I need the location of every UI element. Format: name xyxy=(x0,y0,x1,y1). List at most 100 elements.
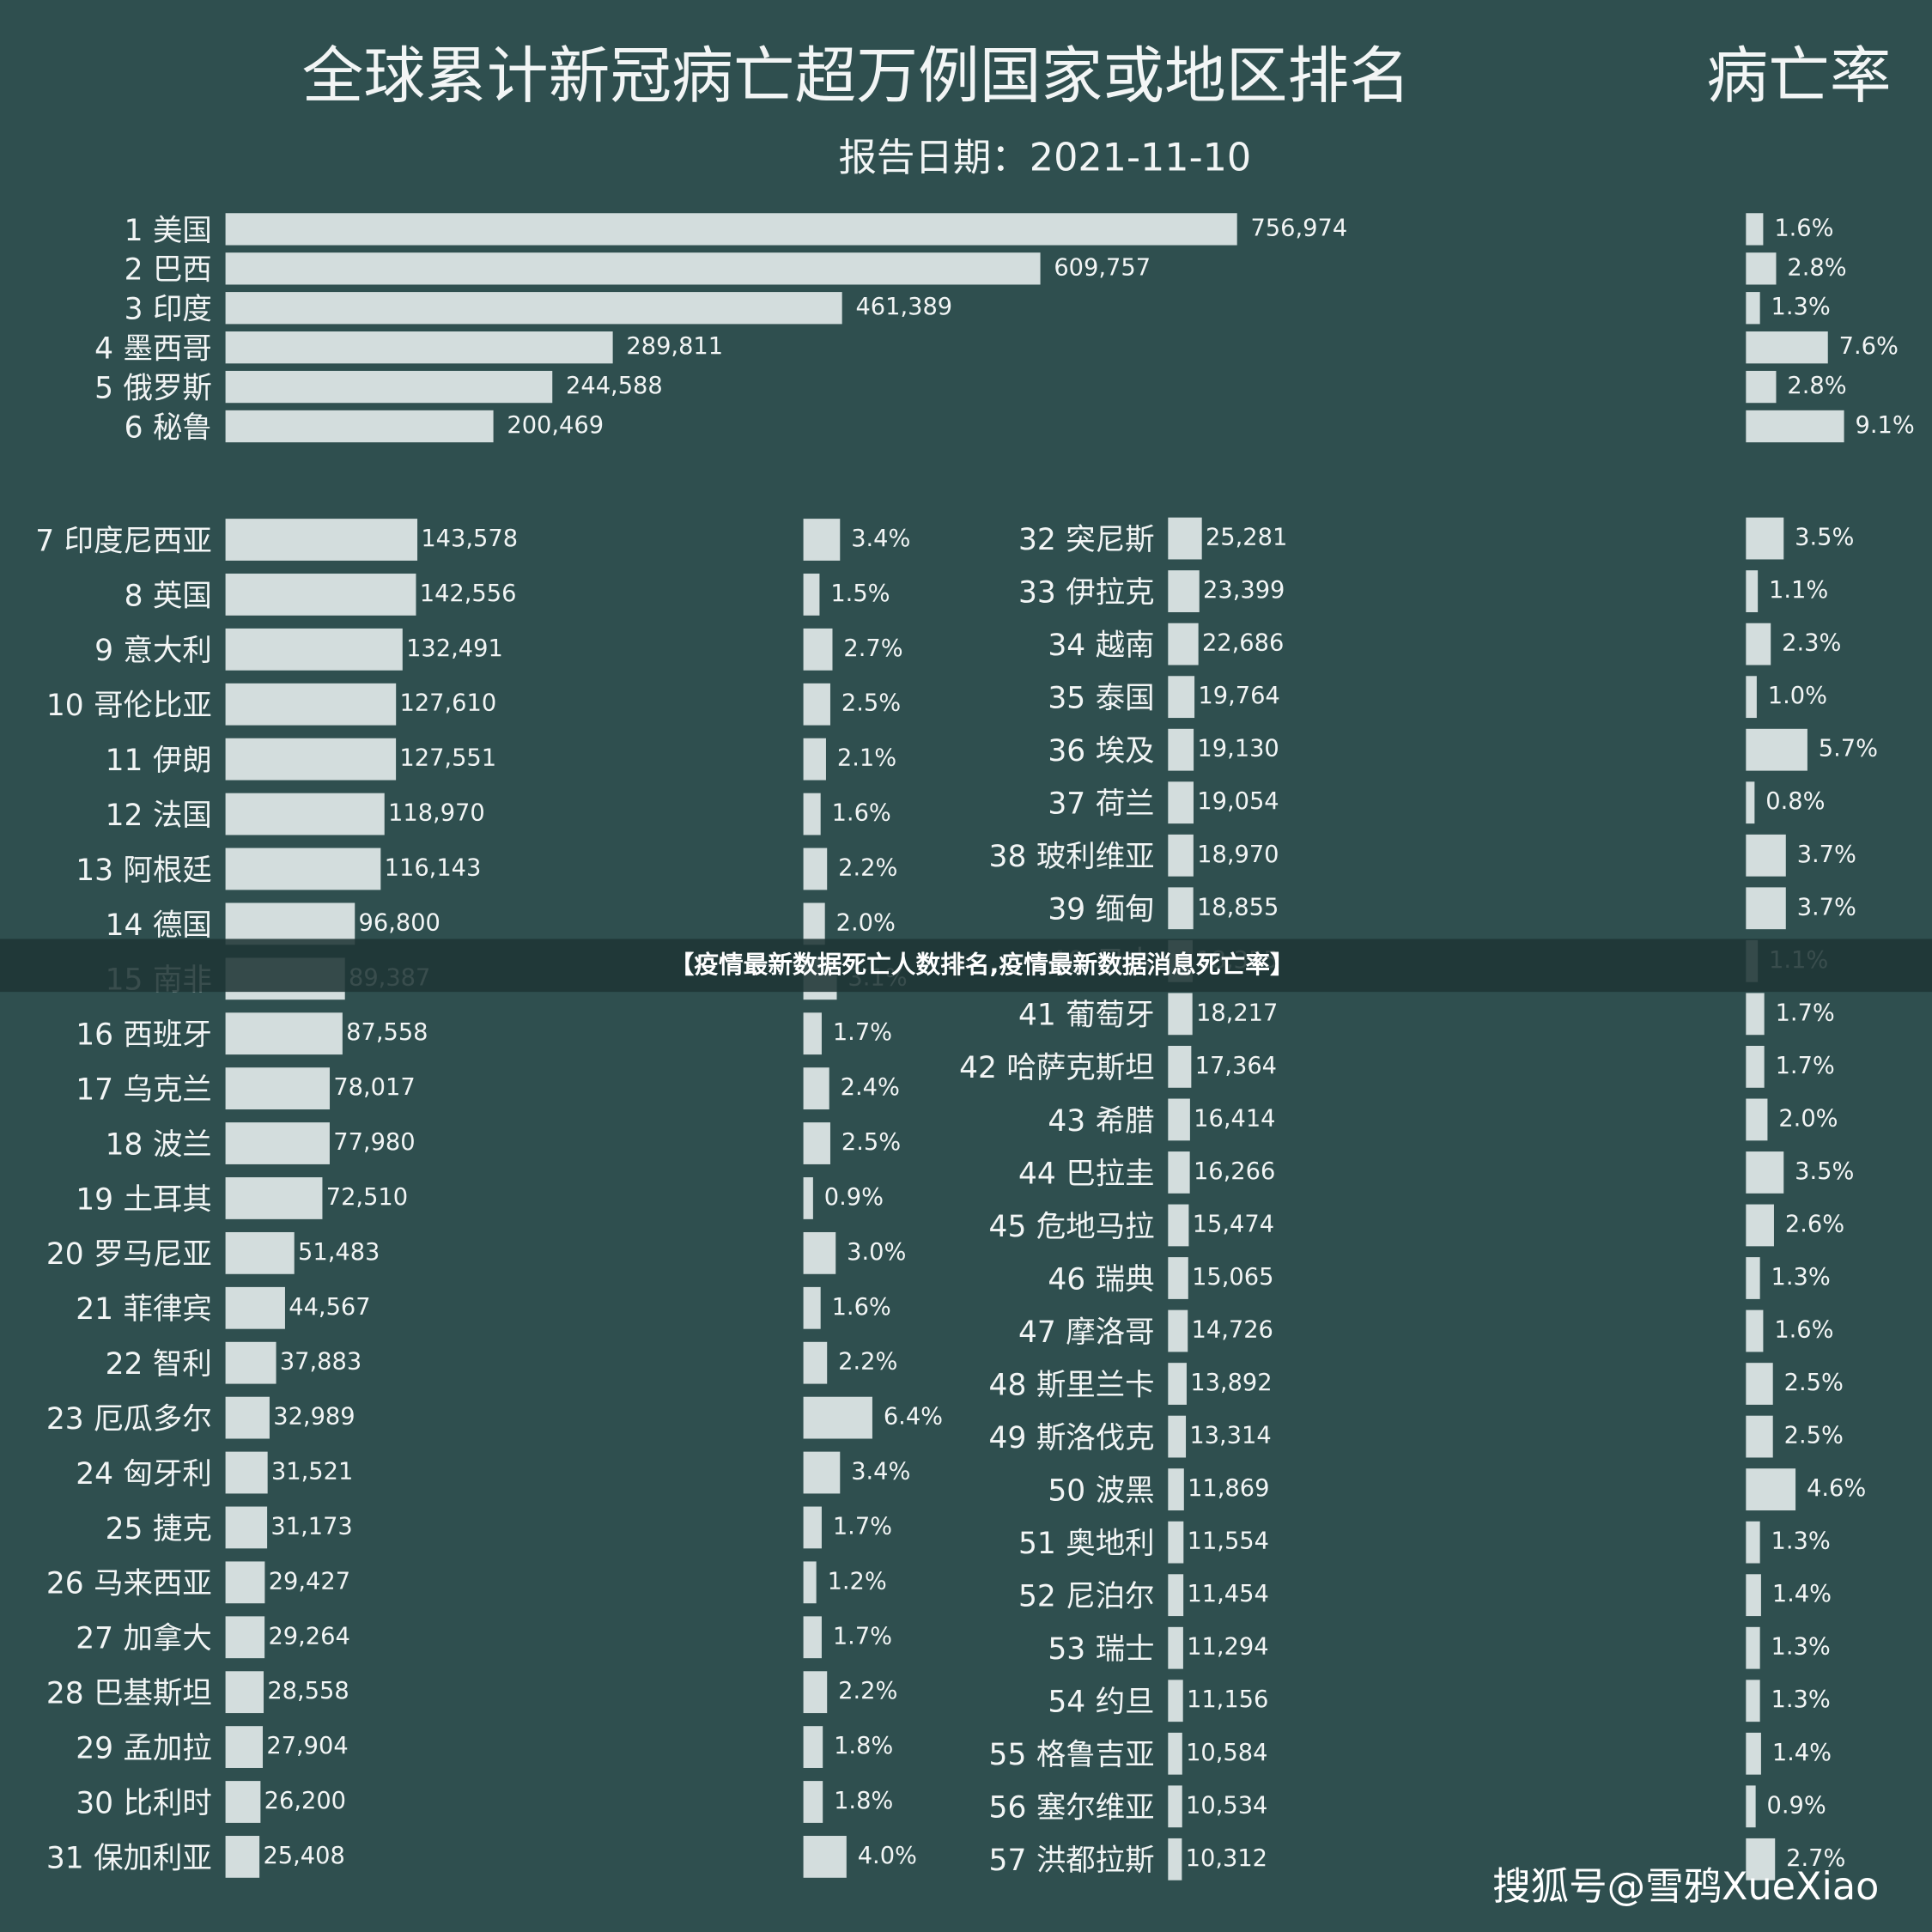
rate-bar xyxy=(803,683,830,726)
rank: 48 xyxy=(989,1368,1027,1402)
rank: 57 xyxy=(989,1844,1027,1878)
rank: 50 xyxy=(1048,1473,1085,1508)
row-label: 44 巴拉圭 xyxy=(1018,1157,1155,1191)
death-label: 51,483 xyxy=(298,1239,380,1266)
country-name: 缅甸 xyxy=(1096,892,1155,927)
country-name: 葡萄牙 xyxy=(1066,998,1154,1032)
country-name: 乌克兰 xyxy=(124,1072,212,1107)
rate-bar xyxy=(803,1781,823,1823)
rate-label: 2.2% xyxy=(838,854,897,881)
row-label: 54 约旦 xyxy=(1048,1685,1154,1719)
rate-bar xyxy=(1746,1309,1764,1352)
rate-bar xyxy=(1746,993,1765,1036)
death-label: 19,054 xyxy=(1197,788,1279,815)
rate-bar xyxy=(1746,1785,1756,1828)
death-label: 25,408 xyxy=(263,1843,344,1869)
rank: 42 xyxy=(959,1051,997,1085)
country-name: 英国 xyxy=(153,579,212,613)
rate-bar xyxy=(803,1231,836,1274)
rank: 4 xyxy=(94,331,113,366)
death-bar xyxy=(225,370,553,404)
row-label: 53 瑞士 xyxy=(1048,1632,1154,1667)
row-label: 36 埃及 xyxy=(1048,734,1154,769)
rank: 36 xyxy=(1048,734,1085,769)
row-label: 7 印度尼西亚 xyxy=(35,524,212,558)
death-bar xyxy=(225,1506,268,1549)
death-bar xyxy=(1168,1204,1189,1247)
rank: 11 xyxy=(106,744,143,778)
rate-label: 2.5% xyxy=(841,1129,901,1156)
rank: 45 xyxy=(989,1209,1027,1243)
death-bar xyxy=(225,1781,261,1823)
rate-label: 2.2% xyxy=(838,1349,897,1376)
rate-bar xyxy=(1746,570,1759,612)
rank: 47 xyxy=(1018,1315,1056,1349)
death-label: 77,980 xyxy=(333,1129,415,1156)
rank: 39 xyxy=(1048,892,1085,927)
death-bar xyxy=(1168,887,1194,930)
death-label: 10,584 xyxy=(1186,1740,1267,1766)
row-label: 9 意大利 xyxy=(94,634,212,668)
rate-title: 病亡率 xyxy=(1706,39,1891,112)
rate-bar xyxy=(803,1341,828,1384)
death-bar xyxy=(225,1726,264,1768)
death-bar xyxy=(1168,1626,1183,1669)
row-label: 32 突尼斯 xyxy=(1018,522,1155,556)
rate-label: 1.4% xyxy=(1772,1581,1832,1607)
rate-bar xyxy=(803,1616,822,1659)
death-bar xyxy=(1168,570,1200,612)
country-name: 加拿大 xyxy=(124,1621,212,1656)
rate-bar xyxy=(803,1726,823,1768)
death-label: 13,892 xyxy=(1190,1370,1272,1396)
death-bar xyxy=(225,738,397,781)
death-label: 143,578 xyxy=(421,526,518,552)
rate-bar xyxy=(803,1451,841,1494)
rank: 49 xyxy=(989,1420,1027,1455)
rank: 21 xyxy=(76,1292,113,1327)
rate-bar xyxy=(1746,887,1786,930)
death-label: 78,017 xyxy=(333,1074,415,1101)
rate-label: 1.7% xyxy=(833,1513,892,1540)
rate-label: 2.5% xyxy=(1784,1370,1844,1396)
death-bar xyxy=(1168,1468,1184,1511)
rank: 55 xyxy=(989,1738,1027,1772)
death-label: 19,130 xyxy=(1197,736,1279,762)
country-name: 捷克 xyxy=(153,1511,212,1546)
rank: 16 xyxy=(76,1018,113,1052)
row-label: 35 泰国 xyxy=(1048,681,1154,715)
death-label: 244,588 xyxy=(566,373,663,399)
death-label: 10,534 xyxy=(1186,1792,1267,1819)
rate-bar xyxy=(1746,1363,1773,1405)
country-name: 比利时 xyxy=(124,1786,212,1820)
rate-label: 1.6% xyxy=(832,800,891,827)
rate-label: 2.7% xyxy=(1786,1845,1845,1872)
country-name: 哈萨克斯坦 xyxy=(1006,1051,1154,1085)
rank: 14 xyxy=(106,908,143,942)
row-label: 1 美国 xyxy=(125,213,212,247)
rank: 31 xyxy=(46,1841,84,1875)
death-bar xyxy=(225,410,494,443)
rank: 20 xyxy=(46,1237,84,1272)
rate-bar xyxy=(803,1561,817,1604)
country-name: 西班牙 xyxy=(124,1018,212,1052)
rate-bar xyxy=(1746,1574,1761,1617)
rate-label: 2.0% xyxy=(836,909,896,936)
row-label: 8 英国 xyxy=(125,579,212,613)
row-label: 22 智利 xyxy=(106,1347,212,1382)
country-name: 尼泊尔 xyxy=(1066,1579,1154,1613)
death-label: 142,556 xyxy=(420,580,517,607)
row-label: 19 土耳其 xyxy=(76,1182,212,1217)
row-label: 4 墨西哥 xyxy=(94,331,212,366)
death-bar xyxy=(225,331,613,364)
chart-title: 全球累计新冠病亡超万例国家或地区排名 xyxy=(302,39,1411,112)
rate-bar xyxy=(803,848,828,890)
rate-label: 1.3% xyxy=(1771,1528,1831,1555)
death-bar xyxy=(1168,1098,1190,1141)
death-label: 22,686 xyxy=(1202,630,1284,657)
rank: 52 xyxy=(1018,1579,1056,1613)
death-bar xyxy=(1168,1415,1187,1458)
country-name: 马来西亚 xyxy=(94,1566,212,1601)
rate-bar xyxy=(803,1177,813,1219)
country-name: 印度 xyxy=(153,292,212,326)
rate-bar xyxy=(803,574,820,616)
